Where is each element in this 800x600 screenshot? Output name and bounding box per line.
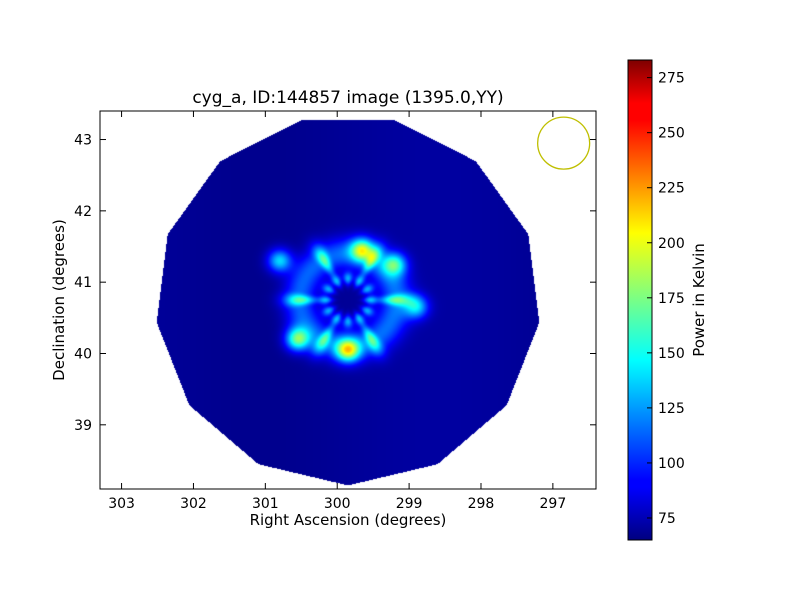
x-tick-label: 298 xyxy=(468,496,495,512)
x-tick-label: 299 xyxy=(396,496,423,512)
colorbar-label: Power in Kelvin xyxy=(690,243,708,357)
colorbar-tick-label: 250 xyxy=(658,126,685,142)
colorbar-tick-label: 275 xyxy=(658,71,685,87)
y-tick-label: 42 xyxy=(74,204,92,220)
x-tick-label: 302 xyxy=(180,496,207,512)
colorbar-tick-label: 100 xyxy=(658,456,685,472)
y-tick-label: 40 xyxy=(74,346,92,362)
y-tick-label: 43 xyxy=(74,133,92,149)
x-tick-label: 297 xyxy=(540,496,567,512)
colorbar xyxy=(627,59,653,541)
x-axis-ticks: 303 302 301 300 299 298 297 xyxy=(108,111,566,512)
plot-area-frame xyxy=(99,110,597,490)
colorbar-ticks: 75 100 125 150 175 200 225 250 275 xyxy=(647,71,685,527)
colorbar-tick-label: 125 xyxy=(658,401,685,417)
colorbar-tick-label: 225 xyxy=(658,181,685,197)
x-tick-label: 300 xyxy=(324,496,351,512)
heatmap-image xyxy=(100,111,596,489)
x-axis-label: Right Ascension (degrees) xyxy=(250,511,447,529)
beam-marker-circle xyxy=(537,116,591,170)
colorbar-tick-label: 175 xyxy=(658,291,685,307)
y-tick-label: 41 xyxy=(74,275,92,291)
chart-title: cyg_a, ID:144857 image (1395.0,YY) xyxy=(192,88,503,108)
x-tick-label: 303 xyxy=(108,496,135,512)
y-axis-ticks: 39 40 41 42 43 xyxy=(74,133,596,434)
colorbar-tick-label: 75 xyxy=(658,511,676,527)
colorbar-tick-label: 200 xyxy=(658,236,685,252)
x-tick-label: 301 xyxy=(252,496,279,512)
colorbar-tick-label: 150 xyxy=(658,346,685,362)
y-tick-label: 39 xyxy=(74,418,92,434)
y-axis-label: Declination (degrees) xyxy=(50,219,68,381)
